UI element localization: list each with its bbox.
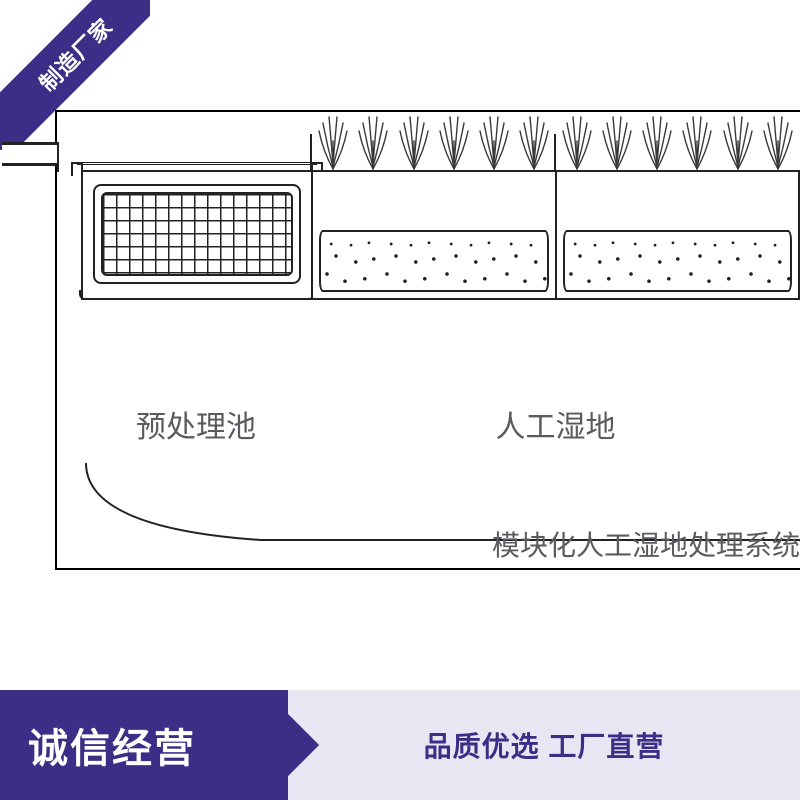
reed-plant-icon: [758, 111, 798, 171]
filter-rack: [93, 184, 301, 284]
divider: [310, 134, 312, 172]
filter-grille-icon: [101, 192, 293, 276]
divider: [554, 134, 556, 172]
label-wetland: 人工湿地: [311, 402, 800, 462]
reed-plant-icon: [394, 111, 434, 171]
caption-text: 模块化人工湿地处理系统: [492, 524, 800, 564]
plant-row: [557, 116, 799, 176]
reed-plant-icon: [434, 111, 474, 171]
tank-tray: [79, 290, 315, 300]
reed-plant-icon: [514, 111, 554, 171]
gravel-texture-icon: [565, 232, 791, 290]
wetland-cell: [555, 170, 800, 300]
reed-plant-icon: [718, 111, 758, 171]
reed-plant-icon: [677, 111, 717, 171]
reed-plant-icon: [557, 111, 597, 171]
plant-row: [313, 116, 555, 176]
banner-bottom: 诚信经营 品质优选 工厂直营: [0, 690, 800, 800]
pretreatment-tank: [81, 170, 311, 300]
substrate-bed: [563, 230, 793, 292]
wetland-cell: [311, 170, 555, 300]
banner-right: 品质优选 工厂直营: [288, 690, 800, 800]
banner-left: 诚信经营: [0, 690, 288, 800]
inlet-pipe: [2, 142, 57, 166]
diagram-stage: 预处理池 人工湿地 模块化人工湿地处理系统: [55, 110, 800, 570]
tank-cap: [77, 162, 317, 172]
gravel-texture-icon: [321, 232, 547, 290]
banner-right-text: 品质优选 工厂直营: [424, 725, 665, 765]
chamber-row: [81, 130, 800, 300]
reed-plant-icon: [597, 111, 637, 171]
reed-plant-icon: [353, 111, 393, 171]
label-row: 预处理池 人工湿地: [81, 402, 800, 462]
substrate-bed: [319, 230, 549, 292]
label-pretreatment: 预处理池: [81, 402, 311, 462]
reed-plant-icon: [474, 111, 514, 171]
reed-plant-icon: [637, 111, 677, 171]
